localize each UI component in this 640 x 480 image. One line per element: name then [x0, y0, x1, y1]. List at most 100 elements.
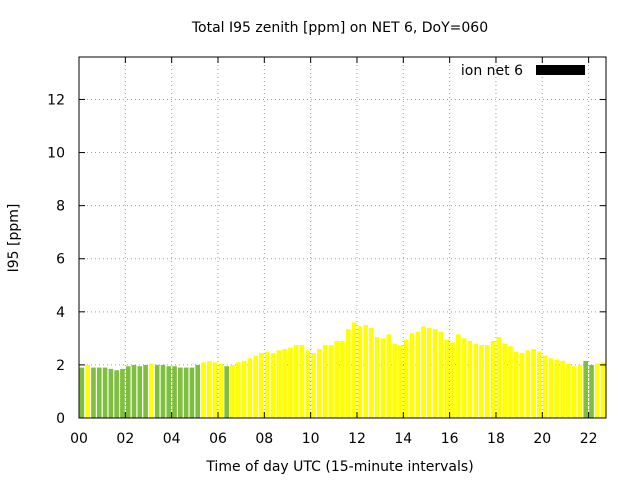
- bar: [525, 350, 531, 418]
- y-tick-label: 6: [56, 252, 65, 268]
- bar: [438, 331, 444, 418]
- x-tick-label: 20: [533, 431, 551, 447]
- bar: [490, 341, 496, 418]
- y-tick-label: 0: [56, 411, 65, 427]
- bar: [120, 368, 125, 418]
- bar: [195, 364, 201, 418]
- x-tick-label: 06: [209, 431, 227, 447]
- bar: [537, 351, 542, 418]
- bar: [328, 345, 334, 418]
- bar: [577, 364, 583, 418]
- bar: [513, 351, 519, 418]
- bar: [450, 342, 455, 418]
- bar: [322, 345, 328, 418]
- bar: [432, 329, 438, 418]
- bar: [172, 366, 177, 418]
- bar: [282, 348, 287, 418]
- bar: [502, 343, 507, 418]
- bar: [554, 359, 560, 418]
- bar: [340, 341, 345, 418]
- bar: [108, 368, 114, 418]
- bar: [206, 360, 212, 418]
- x-axis-label: Time of day UTC (15-minute intervals): [205, 459, 473, 475]
- bar: [479, 345, 484, 418]
- bar: [566, 363, 571, 418]
- bar: [276, 350, 282, 418]
- x-tick-label: 16: [441, 431, 459, 447]
- bar: [137, 366, 143, 418]
- x-tick-label: 12: [348, 431, 366, 447]
- bar: [212, 362, 218, 418]
- bar: [288, 347, 293, 418]
- bar: [595, 363, 600, 418]
- grid: [79, 57, 606, 418]
- bar: [293, 345, 299, 418]
- bar: [386, 334, 392, 418]
- bar: [183, 367, 189, 418]
- bar: [259, 352, 264, 418]
- legend-swatch: [536, 65, 585, 75]
- x-tick-label: 14: [394, 431, 412, 447]
- bar: [79, 367, 85, 418]
- bar: [235, 362, 241, 418]
- y-tick-label: 4: [56, 305, 65, 321]
- bar: [508, 346, 513, 418]
- bar: [409, 333, 415, 418]
- bar: [403, 339, 409, 418]
- bar: [473, 343, 479, 418]
- bar: [456, 334, 461, 418]
- bar: [421, 326, 426, 418]
- bar: [334, 341, 340, 418]
- bar: [224, 366, 229, 418]
- bar: [531, 348, 536, 418]
- bar: [154, 364, 160, 418]
- y-tick-label: 10: [47, 146, 65, 162]
- bar: [102, 367, 108, 418]
- bar: [305, 350, 311, 418]
- bar: [363, 325, 368, 418]
- bar: [131, 364, 137, 418]
- bar: [85, 364, 90, 418]
- bar: [461, 338, 467, 418]
- chart-title: Total I95 zenith [ppm] on NET 6, DoY=060: [191, 20, 488, 36]
- bar: [548, 358, 554, 418]
- y-tick-label: 12: [47, 92, 65, 108]
- bar: [149, 363, 154, 418]
- y-tick-label: 8: [56, 199, 65, 215]
- y-axis-label: I95 [ppm]: [6, 204, 22, 273]
- legend: ion net 6: [461, 63, 585, 79]
- bar: [270, 352, 276, 418]
- x-tick-label: 10: [302, 431, 320, 447]
- bar: [600, 362, 606, 418]
- bar: [114, 370, 119, 418]
- bar: [542, 355, 548, 418]
- bar: [484, 345, 490, 418]
- bar: [357, 326, 363, 418]
- y-axis-ticks: 0 2 4 6 8 10 12: [47, 92, 606, 427]
- bar: [189, 367, 195, 418]
- bar: [125, 366, 131, 418]
- bar: [230, 364, 235, 418]
- bar: [143, 364, 148, 418]
- bar: [91, 367, 96, 418]
- bar: [96, 367, 102, 418]
- bar: [218, 363, 224, 418]
- bar: [160, 364, 166, 418]
- bar: [369, 327, 374, 418]
- bar: [519, 352, 525, 418]
- bar: [311, 352, 316, 418]
- bar: [444, 339, 450, 418]
- bar: [415, 331, 421, 418]
- bar: [264, 351, 270, 418]
- bar: [496, 337, 502, 418]
- x-tick-label: 08: [255, 431, 273, 447]
- x-axis-ticks: 00 02 04 06 08 10 12 14 16 18 20 22: [70, 57, 598, 447]
- bars: [79, 322, 606, 418]
- x-tick-label: 04: [163, 431, 181, 447]
- bar: [351, 322, 357, 418]
- bar: [560, 360, 565, 418]
- bar: [166, 366, 172, 418]
- bar: [241, 360, 247, 418]
- x-tick-label: 22: [580, 431, 598, 447]
